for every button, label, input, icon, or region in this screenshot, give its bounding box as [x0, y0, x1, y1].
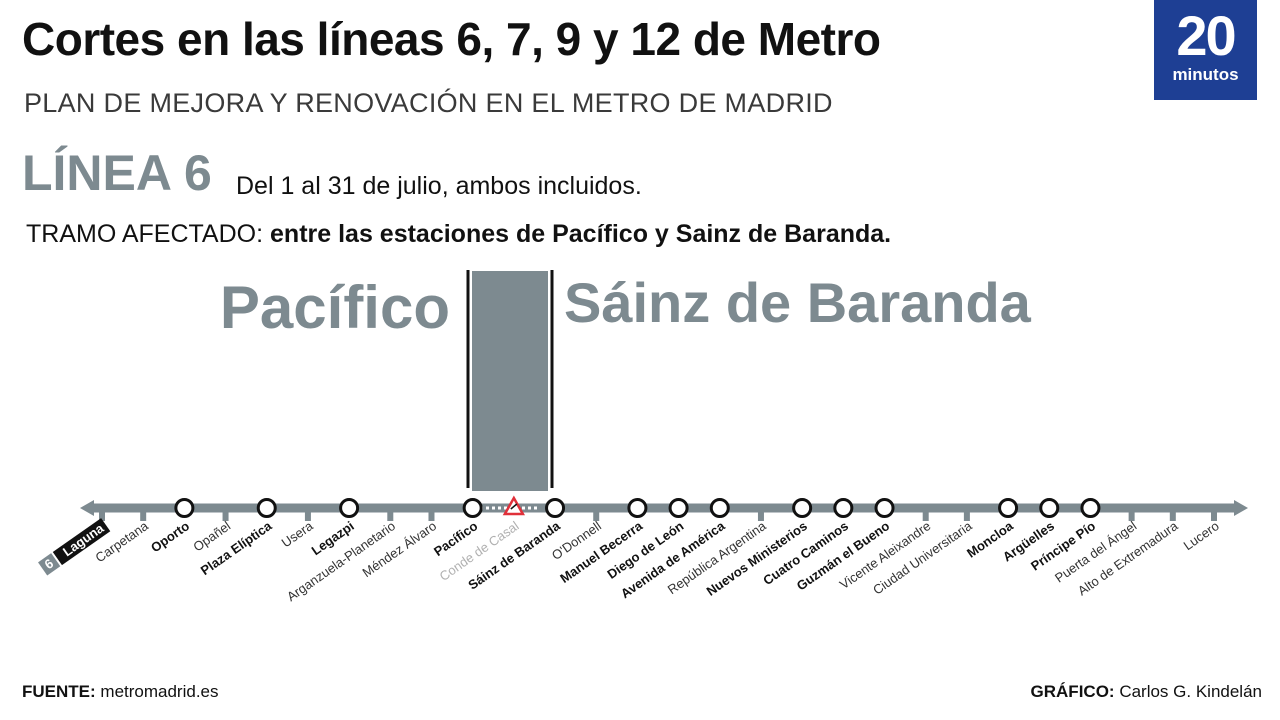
- station-tick: [963, 508, 970, 521]
- closed-section-block: [472, 271, 548, 491]
- track-arrow-left-icon: [80, 500, 94, 516]
- line-name: LÍNEA 6: [22, 145, 212, 201]
- interchange-station-icon: [256, 498, 277, 518]
- station-tick: [1128, 508, 1135, 521]
- interchange-station-icon: [339, 498, 360, 518]
- source-label: FUENTE:: [22, 682, 96, 701]
- station-label: Lucero: [1181, 518, 1222, 553]
- source-value[interactable]: metromadrid.es: [100, 682, 219, 701]
- station-tick: [140, 508, 147, 521]
- interchange-station-icon: [998, 498, 1019, 518]
- station-label: Oporto: [148, 518, 192, 555]
- warning-mark: [510, 503, 518, 510]
- station-label: Méndez Álvaro: [360, 518, 440, 580]
- footer-credit: GRÁFICO: Carlos G. Kindelán: [1031, 682, 1262, 702]
- station-tick: [757, 508, 764, 521]
- station-tick: [922, 508, 929, 521]
- interchange-station-icon: [1039, 498, 1060, 518]
- logo-number: 20: [1176, 4, 1236, 67]
- station-tick: [1211, 508, 1217, 521]
- track-arrow-right-icon: [1234, 500, 1248, 516]
- section-left-station: Pacífico: [220, 274, 450, 341]
- terminal-label-bg: [52, 518, 111, 566]
- interchange-station-icon: [545, 498, 566, 518]
- station-tick: [593, 508, 600, 521]
- brand-logo[interactable]: 20 minutos: [1154, 0, 1257, 100]
- station-label: Plaza Elíptica: [198, 518, 275, 578]
- interchange-station-icon: [833, 498, 854, 518]
- interchange-station-icon: [627, 498, 648, 518]
- station-tick: [1169, 508, 1176, 521]
- section-right-station: Sáinz de Baranda: [564, 271, 1032, 334]
- interchange-station-icon: [462, 498, 483, 518]
- station-tick: [428, 508, 435, 521]
- station-27[interactable]: Lucero: [1181, 508, 1222, 553]
- station-tick: [304, 508, 311, 521]
- station-tick: [222, 508, 229, 521]
- line-badge-icon: [38, 553, 61, 576]
- interchange-station-icon: [668, 498, 689, 518]
- footer-source: FUENTE: metromadrid.es: [22, 682, 219, 702]
- interchange-station-icon: [174, 498, 195, 518]
- affected-label: TRAMO AFECTADO:: [26, 220, 264, 248]
- interchange-station-icon: [792, 498, 813, 518]
- interchange-station-icon: [874, 498, 895, 518]
- station-tick: [387, 508, 394, 521]
- page-subtitle: PLAN DE MEJORA Y RENOVACIÓN EN EL METRO …: [24, 88, 833, 118]
- affected-section: TRAMO AFECTADO: entre las estaciones de …: [26, 220, 891, 249]
- affected-value: entre las estaciones de Pacífico y Sainz…: [270, 220, 892, 248]
- credit-value: Carlos G. Kindelán: [1119, 682, 1262, 701]
- logo-word: minutos: [1172, 65, 1239, 84]
- interchange-station-icon: [1080, 498, 1101, 518]
- credit-label: GRÁFICO:: [1030, 682, 1115, 701]
- interchange-station-icon: [709, 498, 730, 518]
- station-tick: [99, 508, 105, 521]
- line-dates: Del 1 al 31 de julio, ambos incluidos.: [236, 172, 642, 200]
- page-title: Cortes en las líneas 6, 7, 9 y 12 de Met…: [22, 13, 881, 65]
